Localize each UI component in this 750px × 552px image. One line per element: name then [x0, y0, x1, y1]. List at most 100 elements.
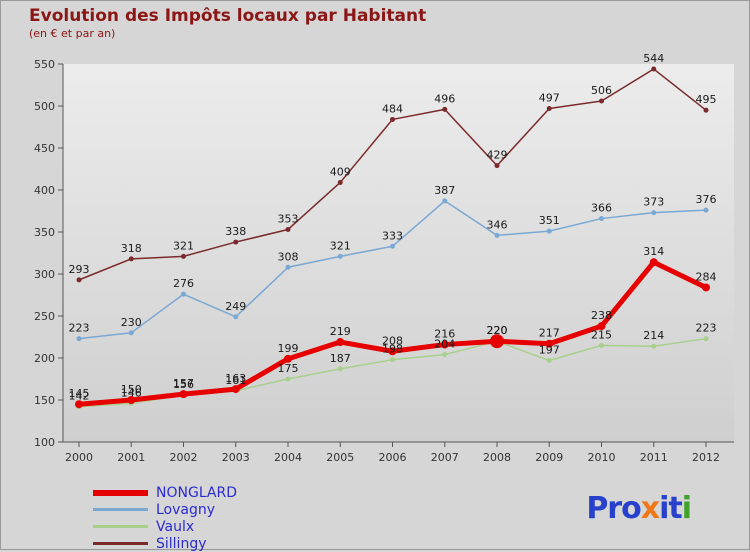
y-tick-label: 450 — [34, 142, 55, 155]
y-tick-label: 150 — [34, 394, 55, 407]
x-tick-label: 2008 — [483, 451, 511, 464]
logo-part-4: i — [681, 491, 692, 526]
legend-swatch-nonglard — [93, 489, 148, 496]
x-tick-label: 2001 — [117, 451, 145, 464]
data-label-vaulx: 223 — [696, 322, 717, 335]
plot-area — [63, 64, 734, 442]
data-label-sillingy: 497 — [539, 92, 560, 105]
y-tick-label: 200 — [34, 352, 55, 365]
data-point-lovagny — [76, 336, 82, 342]
data-label-vaulx: 197 — [539, 344, 560, 357]
data-label-lovagny: 373 — [643, 196, 664, 209]
data-label-sillingy: 484 — [382, 102, 403, 115]
plot-background — [63, 64, 734, 442]
data-label-nonglard: 220 — [487, 324, 508, 337]
x-tick-label: 2010 — [588, 451, 616, 464]
legend-label-sillingy: Sillingy — [156, 535, 207, 552]
data-label-lovagny: 223 — [69, 322, 90, 335]
data-label-lovagny: 321 — [330, 239, 351, 252]
data-point-lovagny — [390, 243, 395, 249]
legend-label-lovagny: Lovagny — [156, 501, 216, 518]
data-label-lovagny: 276 — [173, 277, 194, 290]
data-label-vaulx: 215 — [591, 328, 612, 341]
data-point-lovagny — [285, 264, 291, 270]
y-tick-label: 500 — [34, 100, 55, 113]
data-point-vaulx — [285, 376, 291, 382]
data-point-vaulx — [599, 342, 604, 348]
data-label-sillingy: 496 — [434, 92, 455, 105]
data-point-nonglard — [127, 396, 136, 404]
data-label-vaulx: 220 — [487, 324, 508, 337]
data-point-vaulx — [442, 352, 448, 358]
data-point-sillingy — [337, 179, 343, 185]
x-tick-label: 2005 — [326, 451, 354, 464]
x-tick-label: 2004 — [274, 451, 302, 464]
data-label-vaulx: 142 — [69, 390, 90, 403]
data-point-vaulx — [703, 336, 709, 342]
data-point-sillingy — [76, 277, 82, 283]
data-label-lovagny: 230 — [121, 316, 142, 329]
data-point-lovagny — [703, 207, 709, 213]
y-tick-label: 100 — [34, 436, 55, 449]
data-point-sillingy — [599, 98, 604, 104]
data-label-sillingy: 409 — [330, 165, 351, 178]
y-tick-label: 550 — [34, 58, 55, 71]
proxiti-logo: Proxiti — [586, 491, 692, 526]
data-point-sillingy — [442, 106, 448, 112]
x-tick-label: 2006 — [379, 451, 407, 464]
data-labels: 293 318 321 338 353 409 484 496 429 497 506 544 495 2… — [69, 52, 717, 403]
data-point-sillingy — [390, 116, 395, 122]
data-label-sillingy: 544 — [643, 52, 664, 65]
x-tick-label: 2012 — [692, 451, 720, 464]
data-point-lovagny — [128, 330, 134, 336]
data-label-lovagny: 249 — [225, 300, 246, 313]
data-label-vaulx: 156 — [173, 378, 194, 391]
x-tick-label: 2007 — [431, 451, 459, 464]
data-label-sillingy: 338 — [225, 225, 246, 238]
data-point-lovagny — [599, 216, 604, 222]
data-label-vaulx: 198 — [382, 343, 403, 356]
data-label-sillingy: 293 — [69, 263, 90, 276]
legend-item-lovagny: Lovagny — [93, 501, 237, 518]
data-point-lovagny — [181, 291, 186, 297]
data-point-sillingy — [233, 239, 239, 245]
legend-label-vaulx: Vaulx — [156, 518, 195, 535]
data-label-sillingy: 429 — [487, 149, 508, 162]
data-point-sillingy — [285, 226, 291, 232]
data-label-nonglard: 217 — [539, 327, 560, 340]
data-label-vaulx: 214 — [643, 329, 664, 342]
legend-item-nonglard: NONGLARD — [93, 484, 237, 501]
data-label-nonglard: 145 — [69, 387, 90, 400]
data-point-vaulx — [390, 357, 395, 363]
data-point-nonglard — [490, 334, 504, 349]
y-tick-label: 300 — [34, 268, 55, 281]
data-label-nonglard: 314 — [643, 245, 664, 258]
data-point-sillingy — [703, 107, 709, 113]
data-point-sillingy — [546, 106, 552, 112]
data-label-sillingy: 506 — [591, 84, 612, 97]
x-tick-label: 2003 — [222, 451, 250, 464]
logo-part-1: Pro — [586, 491, 641, 526]
data-label-sillingy: 321 — [173, 239, 194, 252]
logo-part-2: x — [640, 491, 660, 526]
legend-swatch-vaulx — [93, 525, 148, 528]
data-point-lovagny — [337, 253, 343, 259]
data-label-lovagny: 346 — [487, 218, 508, 231]
data-label-vaulx: 175 — [278, 362, 299, 375]
data-point-nonglard — [649, 258, 658, 267]
logo-part-3: it — [659, 491, 683, 526]
data-label-sillingy: 353 — [278, 212, 299, 225]
data-point-nonglard — [388, 347, 397, 356]
series-lines — [75, 66, 710, 410]
data-label-nonglard: 216 — [434, 328, 455, 341]
data-label-nonglard: 163 — [225, 372, 246, 385]
data-label-nonglard: 199 — [278, 342, 299, 355]
data-label-sillingy: 318 — [121, 242, 142, 255]
data-label-lovagny: 333 — [382, 229, 403, 242]
data-label-nonglard: 219 — [330, 325, 351, 338]
data-point-sillingy — [651, 66, 657, 72]
x-tick-label: 2009 — [535, 451, 563, 464]
data-point-sillingy — [494, 163, 500, 169]
data-label-lovagny: 366 — [591, 202, 612, 215]
x-tick-label: 2011 — [640, 451, 668, 464]
